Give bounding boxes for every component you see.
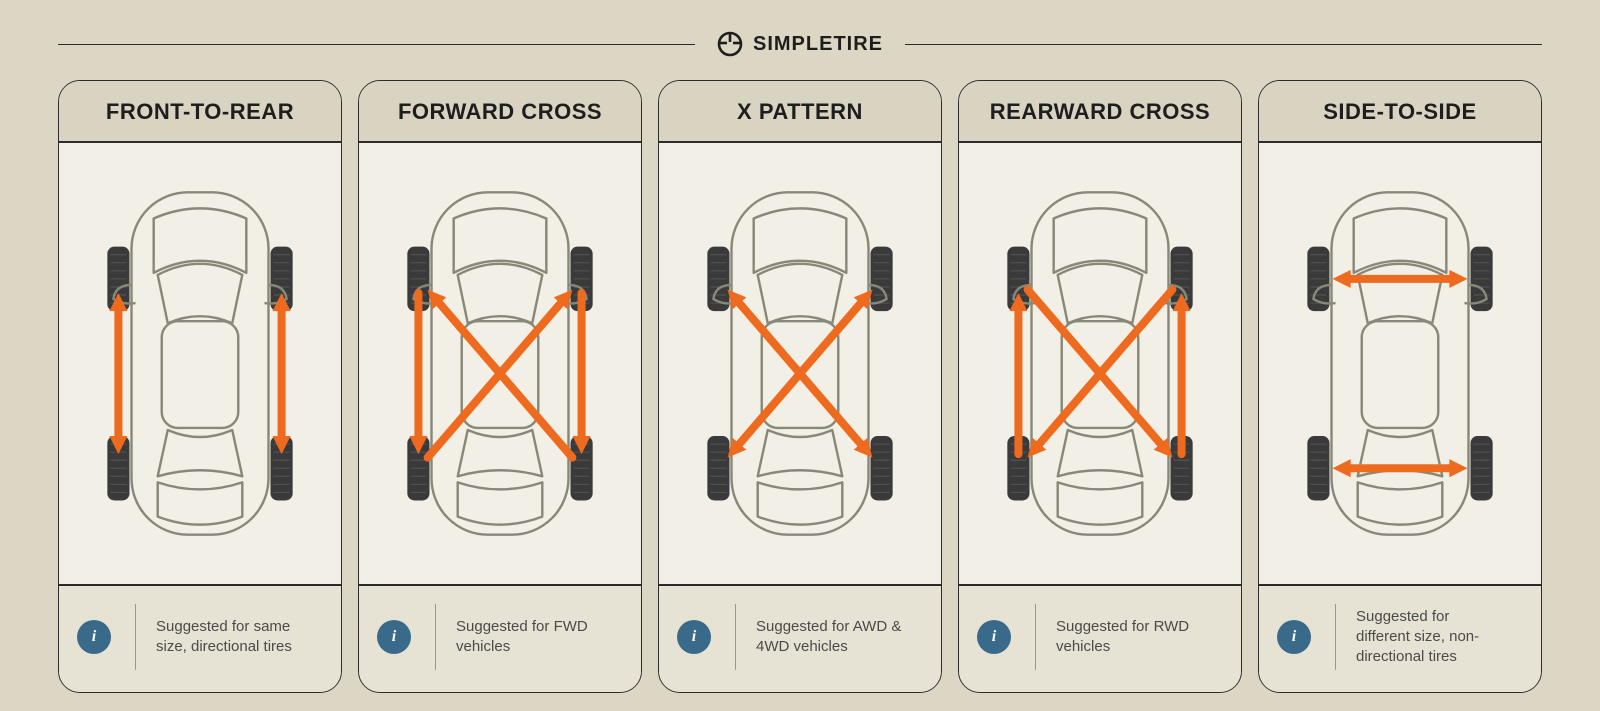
tire [1471, 436, 1493, 500]
brand-icon [717, 31, 743, 57]
card-body [959, 143, 1241, 584]
card-x-pattern: X PATTERN i Suggested for AWD & 4WD vehi… [658, 80, 942, 693]
footer-text: Suggested for different size, non-direct… [1356, 607, 1506, 668]
arrows [1009, 290, 1190, 458]
tire [707, 436, 729, 500]
card-body [359, 143, 641, 584]
rule-right [905, 44, 1542, 45]
arrows [409, 290, 590, 458]
card-footer: i Suggested for different size, non-dire… [1259, 584, 1541, 692]
page: SIMPLETIRE FRONT-TO-REAR i Suggested for… [0, 0, 1600, 711]
car-outline [113, 192, 286, 534]
arrows [728, 290, 873, 458]
footer-text: Suggested for same size, directional tir… [156, 617, 306, 658]
card-footer: i Suggested for AWD & 4WD vehicles [659, 584, 941, 692]
car-outline [1313, 192, 1486, 534]
brand-name: SIMPLETIRE [753, 33, 883, 56]
card-header: REARWARD CROSS [959, 81, 1241, 143]
car-outline [713, 192, 886, 534]
info-icon: i [77, 620, 111, 654]
footer-separator [1035, 604, 1036, 670]
arrows [1333, 270, 1468, 477]
car-diagram [59, 143, 341, 584]
brand: SIMPLETIRE [695, 31, 905, 57]
car-diagram [959, 143, 1241, 584]
footer-separator [1335, 604, 1336, 670]
card-body [59, 143, 341, 584]
card-rearward-cross: REARWARD CROSS i Suggested for RWD vehic… [958, 80, 1242, 693]
card-body [1259, 143, 1541, 584]
card-footer: i Suggested for FWD vehicles [359, 584, 641, 692]
rule-left [58, 44, 695, 45]
card-header: SIDE-TO-SIDE [1259, 81, 1541, 143]
info-icon: i [977, 620, 1011, 654]
card-header: X PATTERN [659, 81, 941, 143]
tire [871, 436, 893, 500]
info-icon: i [377, 620, 411, 654]
car-diagram [359, 143, 641, 584]
info-icon: i [677, 620, 711, 654]
card-front-to-rear: FRONT-TO-REAR i Suggested for same size,… [58, 80, 342, 693]
car-diagram [659, 143, 941, 584]
tire [1307, 436, 1329, 500]
card-header: FRONT-TO-REAR [59, 81, 341, 143]
card-footer: i Suggested for same size, directional t… [59, 584, 341, 692]
footer-separator [135, 604, 136, 670]
card-body [659, 143, 941, 584]
footer-text: Suggested for FWD vehicles [456, 617, 606, 658]
card-footer: i Suggested for RWD vehicles [959, 584, 1241, 692]
footer-separator [435, 604, 436, 670]
card-forward-cross: FORWARD CROSS i Suggested for FWD vehicl… [358, 80, 642, 693]
brand-row: SIMPLETIRE [58, 26, 1542, 62]
car-diagram [1259, 143, 1541, 584]
info-icon: i [1277, 620, 1311, 654]
footer-text: Suggested for RWD vehicles [1056, 617, 1206, 658]
footer-separator [735, 604, 736, 670]
card-side-to-side: SIDE-TO-SIDE i Suggested for different s… [1258, 80, 1542, 693]
card-header: FORWARD CROSS [359, 81, 641, 143]
car-outline [1013, 192, 1186, 534]
footer-text: Suggested for AWD & 4WD vehicles [756, 617, 906, 658]
car-outline [413, 192, 586, 534]
cards-grid: FRONT-TO-REAR i Suggested for same size,… [58, 80, 1542, 693]
